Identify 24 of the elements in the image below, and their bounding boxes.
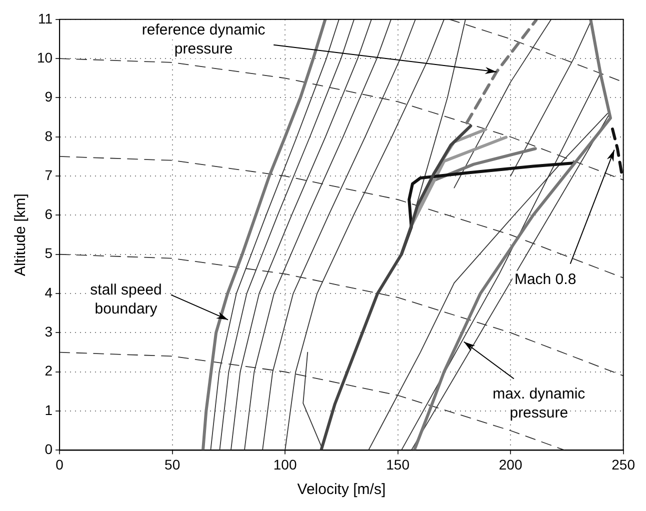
y-tick-label: 8 [44,128,53,144]
x-tick-label: 50 [164,456,180,472]
annotation: Mach 0.8 [514,270,576,288]
y-tick-label: 3 [44,324,53,340]
x-tick-label: 0 [56,456,64,472]
annotation: reference dynamic pressure [142,22,266,58]
y-tick-label: 6 [44,206,53,222]
x-tick-label: 100 [273,456,297,472]
x-tick-label: 150 [386,456,410,472]
y-tick-label: 9 [44,88,53,105]
x-tick-label: 250 [612,456,636,472]
y-tick-label: 5 [44,245,53,262]
y-tick-label: 0 [44,441,53,458]
y-tick-label: 11 [38,10,53,26]
x-axis-title: Velocity [m/s] [297,481,386,498]
annotation: max. dynamic pressure [492,385,586,422]
y-tick-label: 2 [44,362,53,379]
y-tick-label: 10 [36,49,53,66]
y-tick-label: 4 [44,284,53,300]
y-tick-label: 7 [44,166,53,183]
annotation: stall speed boundary [90,281,162,318]
y-axis-title: Altitude [km] [12,194,30,276]
x-tick-label: 200 [498,456,522,472]
y-tick-label: 1 [44,402,53,418]
